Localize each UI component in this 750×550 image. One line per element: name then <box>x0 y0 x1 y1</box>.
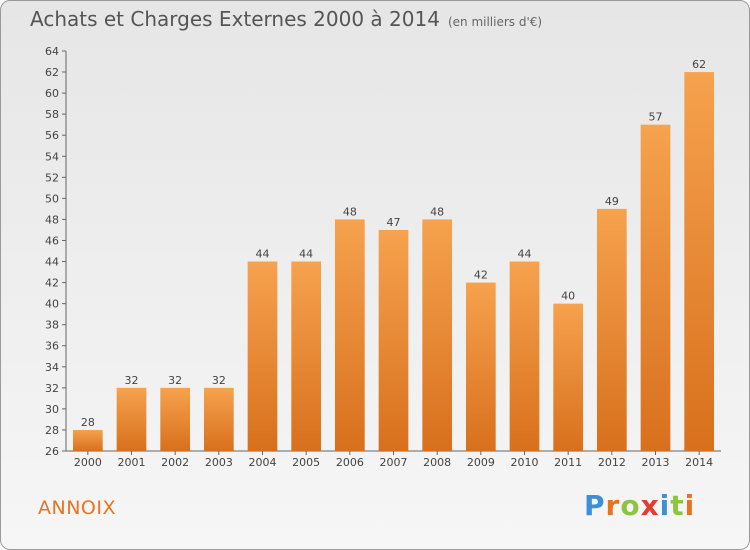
x-tick-label-2012: 2012 <box>598 456 626 469</box>
bar-2013 <box>640 124 671 452</box>
bar-2011 <box>553 303 584 451</box>
logo-letter: o <box>620 489 641 522</box>
data-label-2003: 32 <box>212 374 226 387</box>
chart-title: Achats et Charges Externes 2000 à 2014 (e… <box>30 7 542 31</box>
data-label-2009: 42 <box>474 269 488 282</box>
data-label-2000: 28 <box>81 416 95 429</box>
x-tick-label-2003: 2003 <box>205 456 233 469</box>
bar-2006 <box>334 219 365 451</box>
data-label-2010: 44 <box>518 248 532 261</box>
y-tick-label: 38 <box>45 319 59 332</box>
bar-2009 <box>465 282 496 451</box>
y-tick-label: 56 <box>45 129 59 142</box>
y-tick-label: 42 <box>45 277 59 290</box>
y-tick-label: 40 <box>45 298 59 311</box>
y-tick-label: 30 <box>45 403 59 416</box>
data-label-2011: 40 <box>561 290 575 303</box>
y-tick-label: 44 <box>45 256 59 269</box>
logo-letter: t <box>670 489 685 522</box>
x-tick-label-2011: 2011 <box>554 456 582 469</box>
x-tick-label-2000: 2000 <box>74 456 102 469</box>
proxiti-logo: Proxiti <box>584 489 695 522</box>
bar-2000 <box>72 429 103 451</box>
x-tick-label-2013: 2013 <box>642 456 670 469</box>
y-tick-label: 52 <box>45 171 59 184</box>
x-tick-label-2004: 2004 <box>249 456 277 469</box>
y-tick-label: 62 <box>45 66 59 79</box>
x-tick-label-2014: 2014 <box>685 456 713 469</box>
logo-letter: i <box>684 489 696 522</box>
bar-2007 <box>378 229 409 451</box>
x-tick-label-2001: 2001 <box>118 456 146 469</box>
x-tick-label-2009: 2009 <box>467 456 495 469</box>
y-tick-label: 34 <box>45 361 59 374</box>
data-label-2006: 48 <box>343 205 357 218</box>
x-tick-label-2006: 2006 <box>336 456 364 469</box>
chart-title-text: Achats et Charges Externes 2000 à 2014 <box>30 7 440 31</box>
bar-2005 <box>291 261 322 451</box>
x-tick-label-2005: 2005 <box>292 456 320 469</box>
x-tick-label-2002: 2002 <box>161 456 189 469</box>
bar-2003 <box>203 387 234 451</box>
commune-name: ANNOIX <box>38 497 116 519</box>
y-tick-label: 26 <box>45 445 59 458</box>
y-tick-label: 46 <box>45 234 59 247</box>
x-tick-label-2007: 2007 <box>380 456 408 469</box>
y-tick-label: 64 <box>45 45 59 58</box>
logo-letter: i <box>659 489 671 522</box>
data-label-2012: 49 <box>605 195 619 208</box>
y-tick-label: 58 <box>45 108 59 121</box>
y-tick-label: 60 <box>45 87 59 100</box>
y-tick-label: 28 <box>45 424 59 437</box>
y-tick-label: 48 <box>45 213 59 226</box>
y-tick-label: 36 <box>45 340 59 353</box>
y-tick-label: 50 <box>45 192 59 205</box>
bar-2002 <box>160 387 191 451</box>
data-label-2014: 62 <box>692 58 706 71</box>
logo-letter: x <box>640 489 660 522</box>
data-label-2001: 32 <box>125 374 139 387</box>
bar-2012 <box>596 208 627 451</box>
data-label-2005: 44 <box>299 248 313 261</box>
bar-2010 <box>509 261 540 451</box>
data-label-2007: 47 <box>387 216 401 229</box>
x-tick-label-2010: 2010 <box>511 456 539 469</box>
bar-2004 <box>247 261 278 451</box>
logo-letter: r <box>605 489 621 522</box>
data-label-2008: 48 <box>430 205 444 218</box>
x-tick-label-2008: 2008 <box>423 456 451 469</box>
data-label-2004: 44 <box>256 248 270 261</box>
bar-2001 <box>116 387 147 451</box>
y-tick-label: 54 <box>45 150 59 163</box>
data-label-2013: 57 <box>649 111 663 124</box>
data-label-2002: 32 <box>168 374 182 387</box>
y-tick-label: 32 <box>45 382 59 395</box>
bar-2014 <box>684 72 715 451</box>
bar-2008 <box>422 219 453 451</box>
logo-letter: P <box>584 489 606 522</box>
chart-unit: (en milliers d'€) <box>447 15 543 29</box>
